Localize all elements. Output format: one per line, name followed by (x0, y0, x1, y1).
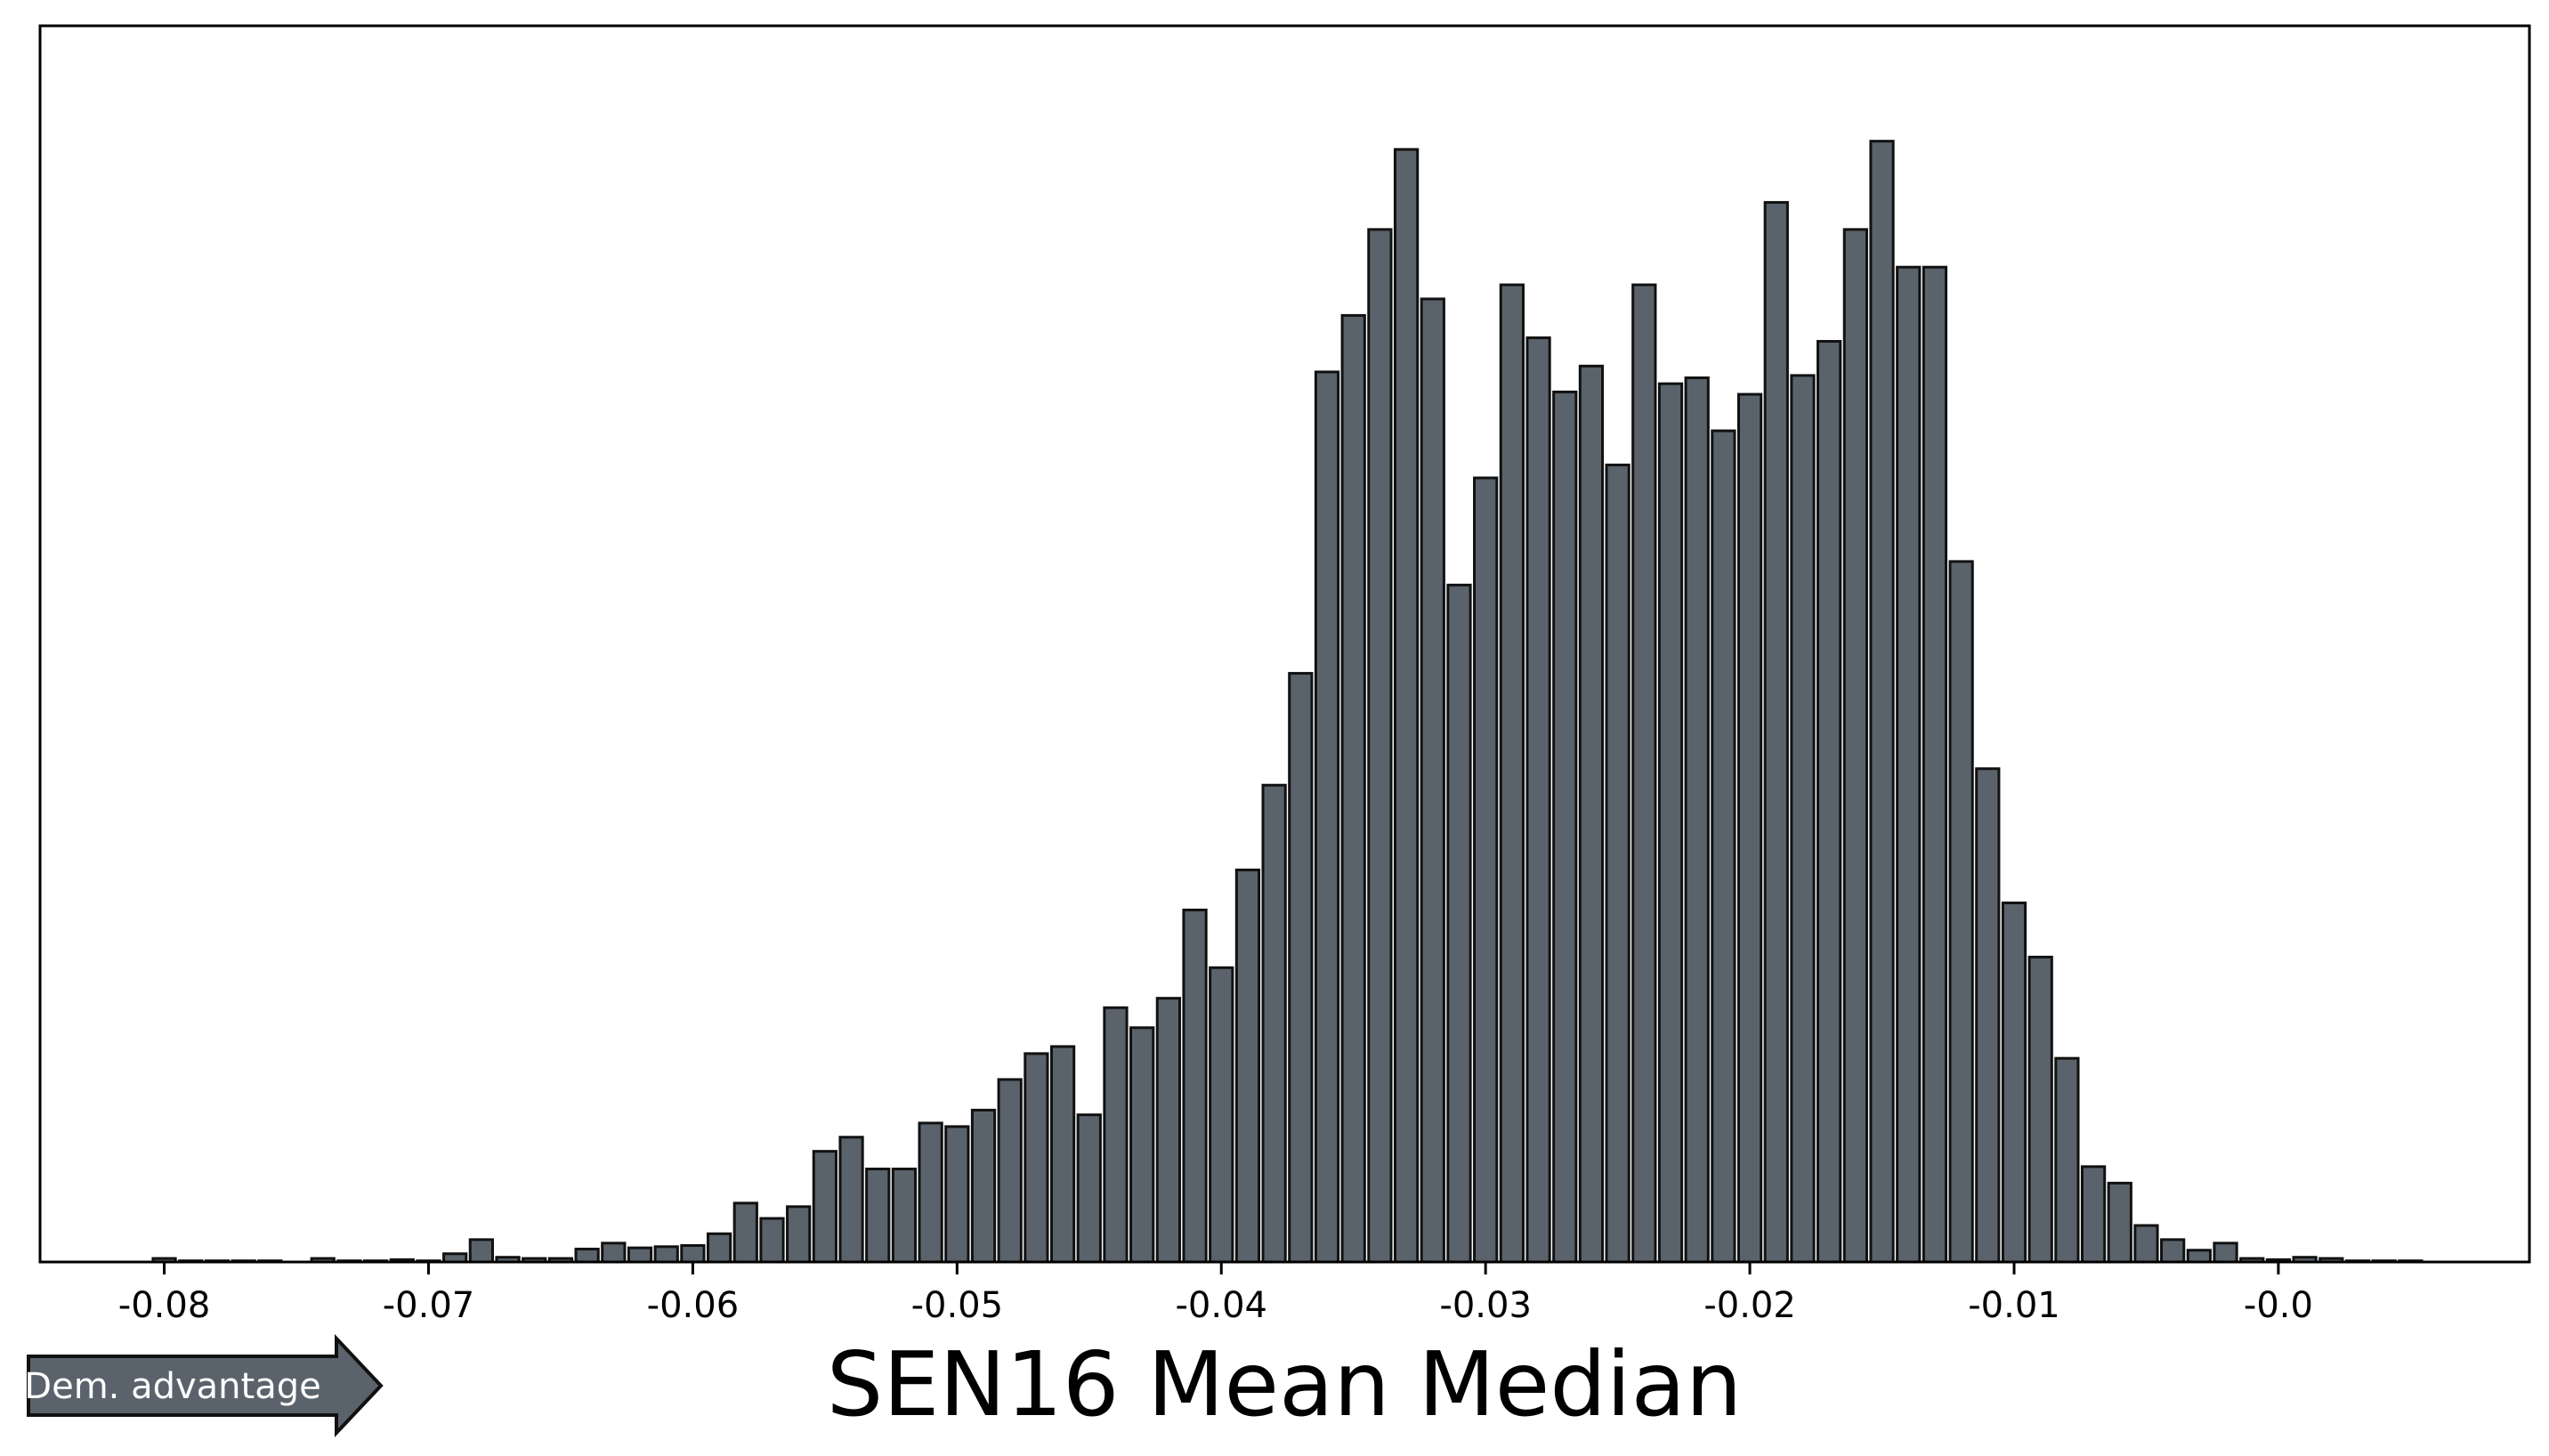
x-tick-label: -0.07 (383, 1285, 475, 1326)
histogram-bar (2054, 1056, 2080, 1264)
histogram-bar (1605, 463, 1631, 1264)
histogram-bar (1790, 374, 1816, 1264)
histogram-bar (759, 1217, 785, 1264)
histogram-bar (1024, 1052, 1049, 1264)
histogram-bar (732, 1201, 758, 1264)
histogram-bar (1314, 370, 1340, 1264)
x-tick-label: -0.08 (118, 1285, 211, 1326)
histogram-bar (1473, 476, 1499, 1264)
histogram-bar (1234, 868, 1261, 1264)
histogram-bar (1711, 429, 1736, 1264)
histogram-bar (1393, 148, 1420, 1264)
x-tick-label: -0.06 (647, 1285, 740, 1326)
histogram-bar (1817, 340, 1842, 1264)
histogram-bar (2213, 1242, 2238, 1264)
histogram-bar (1049, 1045, 1076, 1264)
histogram-bar (1842, 228, 1868, 1264)
plot-frame (38, 24, 2531, 1264)
histogram-bar (1129, 1026, 1155, 1264)
histogram-bar (1446, 583, 1472, 1264)
histogram-bar (2080, 1165, 2107, 1264)
histogram-bar (865, 1167, 891, 1264)
histogram-bar (653, 1245, 679, 1264)
bars-group (151, 140, 2424, 1264)
histogram-bar (1552, 390, 1578, 1264)
histogram-bar (1684, 376, 1710, 1264)
histogram-bar (1922, 265, 1948, 1264)
arrow-shape (27, 1333, 384, 1438)
histogram-bar (1525, 336, 1551, 1264)
histogram-bar (1896, 265, 1922, 1264)
histogram-bar (1340, 313, 1366, 1264)
histogram-bar (786, 1205, 812, 1264)
histogram-bar (2160, 1238, 2186, 1264)
histogram-bar (891, 1167, 918, 1264)
histogram-bar (1736, 392, 1763, 1264)
x-tick-label: -0.03 (1439, 1285, 1532, 1326)
histogram-bar (1261, 783, 1287, 1264)
arrow-label: Dem. advantage (24, 1366, 320, 1407)
histogram-bar (1367, 228, 1393, 1264)
histogram-bar (2107, 1181, 2132, 1264)
histogram-bar (970, 1108, 997, 1264)
x-tick-label: -0.05 (911, 1285, 1004, 1326)
histogram-bar (574, 1247, 600, 1264)
histogram-bar (1975, 767, 2001, 1264)
x-axis-label: SEN16 Mean Median (827, 1332, 1742, 1436)
histogram-bar (1420, 297, 1445, 1264)
histogram-bar (1763, 200, 1789, 1264)
histogram-bar (1499, 283, 1525, 1264)
histogram-bar (2027, 955, 2053, 1264)
x-tick-label: -0.04 (1175, 1285, 1267, 1326)
x-tick-label: -0.01 (1968, 1285, 2060, 1326)
histogram-bar (812, 1150, 838, 1264)
histogram-bar (1209, 966, 1234, 1264)
histogram-bar (627, 1246, 653, 1264)
histogram-bar (2001, 902, 2027, 1264)
histogram-bar (1076, 1113, 1102, 1264)
histogram-bar (1948, 560, 1974, 1264)
histogram-bar (1155, 997, 1181, 1264)
x-tick-label: -0.0 (2244, 1285, 2313, 1326)
x-tick-label: -0.02 (1703, 1285, 1796, 1326)
histogram-bar (1657, 382, 1684, 1264)
histogram-bar (1578, 364, 1605, 1264)
histogram-bar (997, 1078, 1023, 1264)
histogram-bar (838, 1136, 864, 1264)
histogram-bar (944, 1125, 970, 1264)
histogram-bar (1869, 140, 1895, 1264)
histogram-bar (680, 1243, 706, 1264)
histogram-bar (918, 1121, 943, 1264)
histogram-bar (468, 1238, 494, 1264)
histogram-bar (601, 1242, 627, 1264)
histogram-bar (1288, 672, 1314, 1264)
dem-advantage-arrow: Dem. advantage (24, 1333, 384, 1438)
histogram-bar (1103, 1006, 1129, 1264)
histogram-bar (2186, 1249, 2212, 1264)
histogram-bar (1182, 908, 1208, 1264)
histogram-bar (706, 1232, 732, 1264)
histogram-bar (2133, 1224, 2159, 1264)
x-axis-ticks: -0.08 -0.07 -0.06 -0.05 -0.04 -0.03 -0.02 -0.01… (118, 1262, 2313, 1326)
histogram-bar (1631, 283, 1657, 1264)
